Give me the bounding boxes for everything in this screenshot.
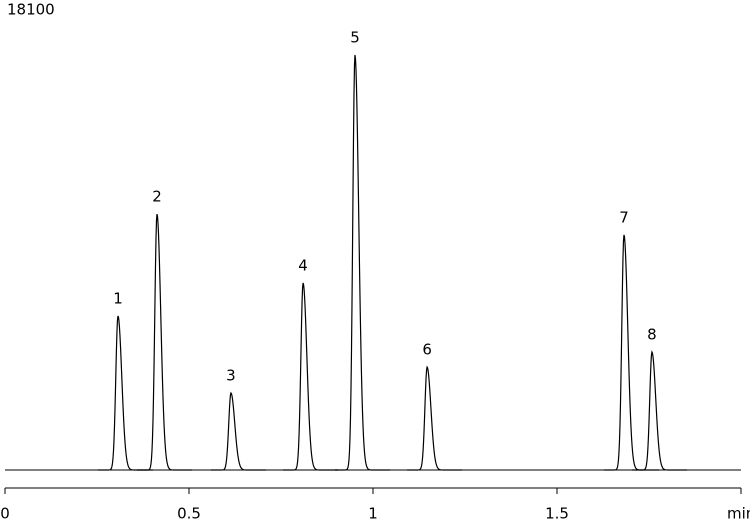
peak (210, 391, 266, 471)
peak-label: 1 (113, 289, 123, 307)
peak-label: 8 (647, 326, 657, 344)
peak (283, 282, 339, 471)
peak (97, 315, 153, 471)
x-tick-label: min (727, 505, 750, 521)
y-tick-label: 18100 (7, 1, 55, 19)
peak-label: 4 (298, 256, 308, 274)
x-tick-label: 0 (0, 505, 10, 521)
peak (603, 234, 659, 471)
peak-label: 6 (422, 341, 432, 359)
peak (334, 54, 390, 471)
peak (407, 365, 463, 471)
peak (631, 350, 687, 471)
x-tick-label: 1 (368, 505, 378, 521)
peak-label: 5 (350, 28, 360, 46)
x-tick-label: 1.5 (545, 505, 569, 521)
x-tick-label: 0.5 (177, 505, 201, 521)
peak (136, 213, 192, 471)
peak-label: 7 (619, 208, 629, 226)
peak-label: 3 (226, 366, 236, 384)
peak-label: 2 (152, 188, 162, 206)
